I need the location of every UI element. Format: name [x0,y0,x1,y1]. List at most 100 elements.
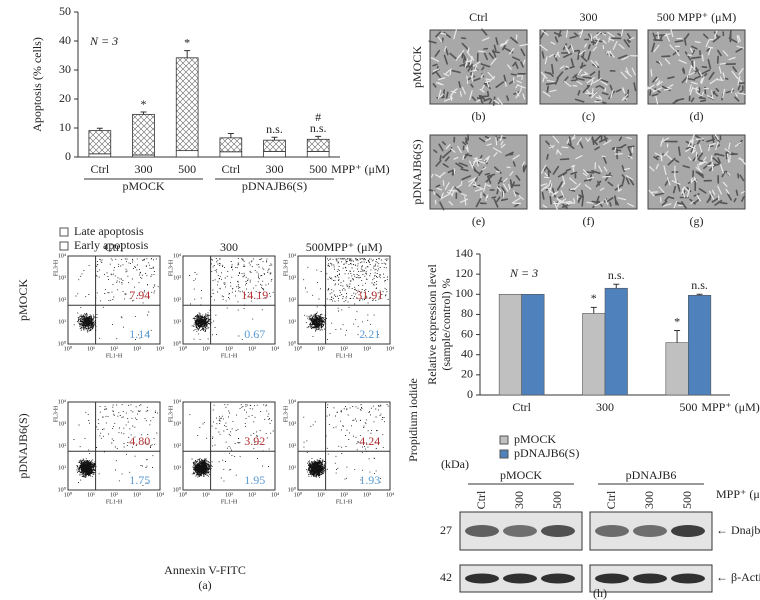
flow-dots [189,258,274,340]
x-tick-label: 500 [178,162,196,176]
x-tick-label: 10⁰ [294,345,303,352]
panel-label: (d) [690,109,704,123]
bar-segment [219,151,243,158]
y-tick-label: 10⁰ [58,340,67,347]
cell-texture-light [430,29,529,105]
x-tick-label: 10² [340,346,348,352]
x-tick-label: 500 [309,162,327,176]
y-channel: FL3-H [283,259,289,276]
x-tick-label: Ctrl [90,162,109,176]
column-unit: MPP⁺ (μM) [324,240,382,254]
group-label: pDNAJB6(S) [242,179,307,193]
y-tick-label: 10¹ [58,465,66,471]
bar-segment [263,151,286,158]
early-apoptosis-percent: 0.67 [244,327,265,341]
x-tick-label: 10¹ [87,346,95,352]
y-tick-label: 120 [455,266,473,280]
flow-dots [189,404,274,482]
x-tick-label: 10³ [248,346,256,352]
column-header: 500 MPP⁺ (μM) [657,10,736,24]
y-channel: FL3-H [53,259,59,276]
x-tick-label: 10⁰ [64,345,73,352]
y-tick-label: 0 [467,387,473,401]
flow-plot-frame [297,255,391,345]
y-tick-label: 10¹ [173,319,181,325]
x-tick-label: 10³ [363,346,371,352]
cell-texture-light [540,134,635,211]
x-tick-label: 10⁴ [271,492,279,498]
x-channel: FL1-H [336,499,353,505]
x-tick-label: 10⁰ [179,345,188,352]
column-header: 300 [580,10,598,24]
panel-label: (c) [582,109,595,123]
y-tick-label: 10⁰ [173,340,182,347]
y-tick-label: 10² [288,443,296,449]
x-tick-label: Ctrl [221,162,240,176]
y-channel: FL3-H [283,405,289,422]
x-tick-label: 10⁴ [386,492,394,498]
blot-band [541,573,575,584]
x-tick-label: 300 [266,162,284,176]
error-bar [315,135,322,140]
panel-label: (h) [593,586,607,600]
y-tick-label: 100 [455,286,473,300]
legend-swatch [499,449,509,459]
y-tick-label: 10³ [288,275,296,281]
cell-texture-light [431,135,525,206]
panel-label: (b) [472,109,486,123]
y-tick-label: 10¹ [58,319,66,325]
significance-label: * [674,314,680,328]
bar [498,293,522,396]
error-bar [271,136,278,141]
y-tick-label: 10¹ [288,465,296,471]
bar [604,287,628,396]
x-tick-label: 300 [135,162,153,176]
x-tick-label: 10⁰ [294,491,303,498]
blot-band [503,573,537,584]
y-tick-label: 10⁴ [173,253,181,259]
y-tick-label: 40 [461,346,473,360]
significance-label: * [591,291,597,305]
y-tick-label: 10⁰ [58,486,67,493]
x-tick-label: 10¹ [87,492,95,498]
y-tick-label: 20 [461,367,473,381]
panel-label: (a) [198,578,211,592]
late-apoptosis-percent: 14.19 [241,288,268,302]
y-tick-label: 10³ [288,421,296,427]
significance-label: n.s. [608,268,625,282]
lane-label: 300 [642,491,656,509]
significance-label: n.s. [691,278,708,292]
x-tick-label: 10¹ [317,492,325,498]
x-channel: FL1-H [336,353,353,359]
column-header: Ctrl [469,10,488,24]
y-tick-label: 50 [59,4,71,18]
error-bar [96,127,103,131]
column-header-text: 500 [306,240,324,254]
y-tick-label: 10⁴ [58,253,66,259]
significance-label: # [315,110,321,124]
flow-dots [73,258,159,340]
cell-texture-light [539,28,639,103]
y-axis-label: Apoptosis (% cells) [30,37,44,132]
column-header: 300 [220,240,238,254]
panel-label: (f) [583,214,595,228]
y-tick-label: 10³ [173,275,181,281]
group-label: pDNAJB6 [626,468,677,482]
bar-segment [175,57,199,152]
legend-label: pDNAJB6(S) [514,446,579,460]
bar-segment [306,151,330,158]
x-tick-label: 10¹ [202,346,210,352]
bar [582,313,606,396]
cell-texture-dark [649,29,745,105]
flow-dots [303,404,389,483]
y-tick-label: 140 [455,246,473,260]
bar-segment [88,130,112,155]
x-tick-label: 10⁴ [386,346,394,352]
x-tick-label: 10³ [133,492,141,498]
x-tick-label: 10² [110,492,118,498]
late-apoptosis-percent: 3.92 [244,434,265,448]
panel-label: (g) [690,214,704,228]
x-tick-label: 10³ [363,492,371,498]
late-apoptosis-percent: 4.24 [359,434,380,448]
